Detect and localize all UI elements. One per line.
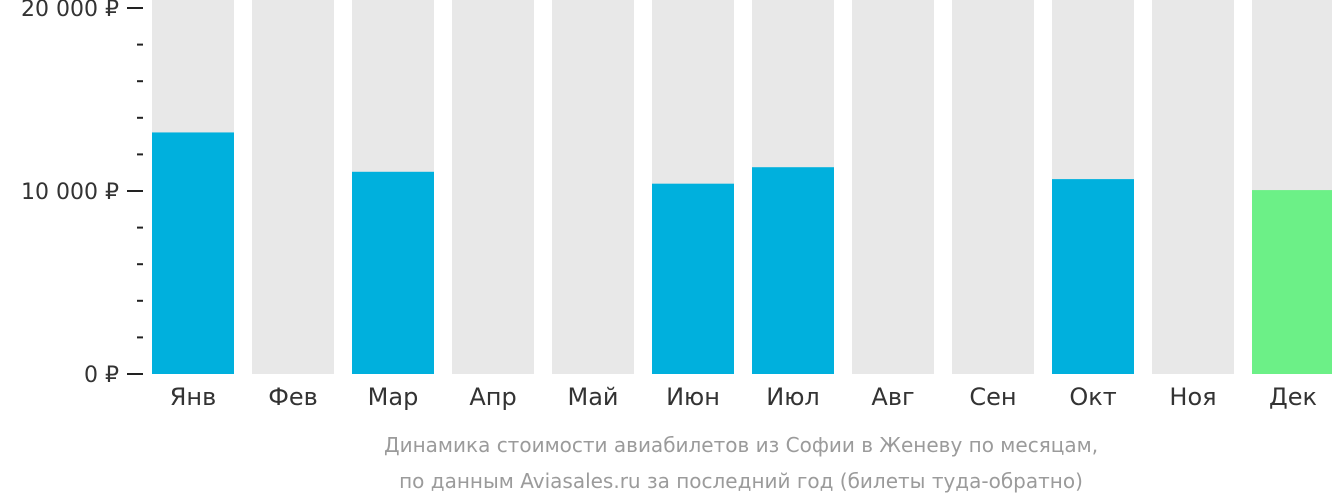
bar-3[interactable]: [352, 171, 434, 374]
y-tick-label: 10 000 ₽: [21, 180, 119, 205]
x-axis: Янв Фев Мар Апр Май Июн Июл Авг Сен Окт Ноя Дек: [170, 383, 1317, 411]
bar-background: [852, 0, 934, 374]
bar-background: [452, 0, 534, 374]
month-label: Янв: [170, 383, 217, 411]
month-label: Ноя: [1169, 383, 1216, 411]
bar-7[interactable]: [752, 167, 834, 374]
y-tick-label: 20 000 ₽: [21, 0, 119, 22]
bar-1[interactable]: [152, 132, 234, 374]
month-label: Мар: [368, 383, 419, 411]
bar-6[interactable]: [652, 183, 734, 374]
month-label: Июл: [766, 383, 820, 411]
month-label: Дек: [1269, 383, 1317, 411]
data-bars: [152, 132, 1332, 374]
bar-background: [252, 0, 334, 374]
y-tick-label: 0 ₽: [84, 363, 119, 388]
bar-12[interactable]: [1252, 190, 1332, 374]
month-label: Авг: [871, 383, 914, 411]
month-label: Апр: [469, 383, 516, 411]
background-bars: [152, 0, 1332, 374]
caption-line-1: Динамика стоимости авиабилетов из Софии …: [384, 433, 1098, 457]
chart-caption: Динамика стоимости авиабилетов из Софии …: [384, 433, 1098, 493]
month-label: Сен: [969, 383, 1016, 411]
y-axis: 0 ₽ 10 000 ₽ 20 000 ₽: [21, 0, 143, 388]
bar-background: [552, 0, 634, 374]
bar-background: [1152, 0, 1234, 374]
bar-background: [952, 0, 1034, 374]
month-label: Июн: [666, 383, 720, 411]
month-label: Май: [567, 383, 618, 411]
bar-10[interactable]: [1052, 179, 1134, 374]
caption-line-2: по данным Aviasales.ru за последний год …: [399, 469, 1083, 493]
month-label: Окт: [1069, 383, 1116, 411]
month-label: Фев: [268, 383, 318, 411]
